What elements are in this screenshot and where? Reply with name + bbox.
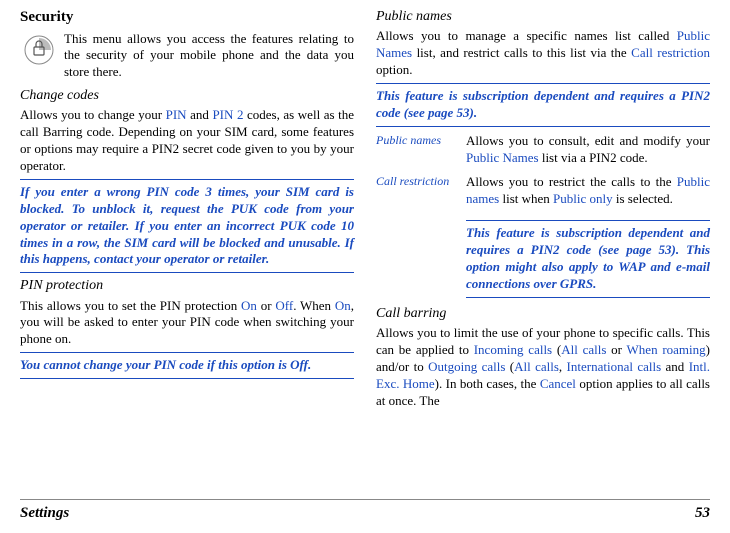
inline-note: This feature is subscription dependent a… [466,216,710,302]
call-barring-body: Allows you to limit the use of your phon… [376,325,710,409]
call-barring-heading: Call barring [376,305,710,323]
pin-warning: If you enter a wrong PIN code 3 times, y… [20,184,354,268]
divider [20,378,354,379]
pin-protection-body: This allows you to set the PIN protectio… [20,298,354,349]
feature-table: Public names Allows you to consult, edit… [376,133,710,302]
pin-off-warning: You cannot change your PIN code if this … [20,357,354,374]
footer-page-number: 53 [695,504,710,524]
left-column: Security This menu allows you access the… [20,8,354,409]
page-footer: Settings 53 [20,499,710,524]
right-column: Public names Allows you to manage a spec… [376,8,710,409]
change-codes-heading: Change codes [20,87,354,105]
public-names-heading: Public names [376,8,710,26]
divider [376,126,710,127]
security-heading: Security [20,8,354,28]
divider [20,179,354,180]
change-codes-body: Allows you to change your PIN and PIN 2 … [20,107,354,175]
pin-protection-heading: PIN protection [20,277,354,295]
subscription-note: This feature is subscription dependent a… [376,88,710,122]
table-val-call-restriction: Allows you to restrict the calls to the … [466,174,710,208]
table-val-public-names: Allows you to consult, edit and modify y… [466,133,710,167]
divider [376,83,710,84]
divider [20,272,354,273]
divider [20,352,354,353]
table-key-call-restriction: Call restriction [376,174,456,208]
footer-section: Settings [20,504,69,524]
public-names-body: Allows you to manage a specific names li… [376,28,710,79]
table-key-public-names: Public names [376,133,456,167]
intro-box: This menu allows you access the features… [20,31,354,82]
intro-text: This menu allows you access the features… [64,31,354,82]
security-icon [20,31,58,69]
